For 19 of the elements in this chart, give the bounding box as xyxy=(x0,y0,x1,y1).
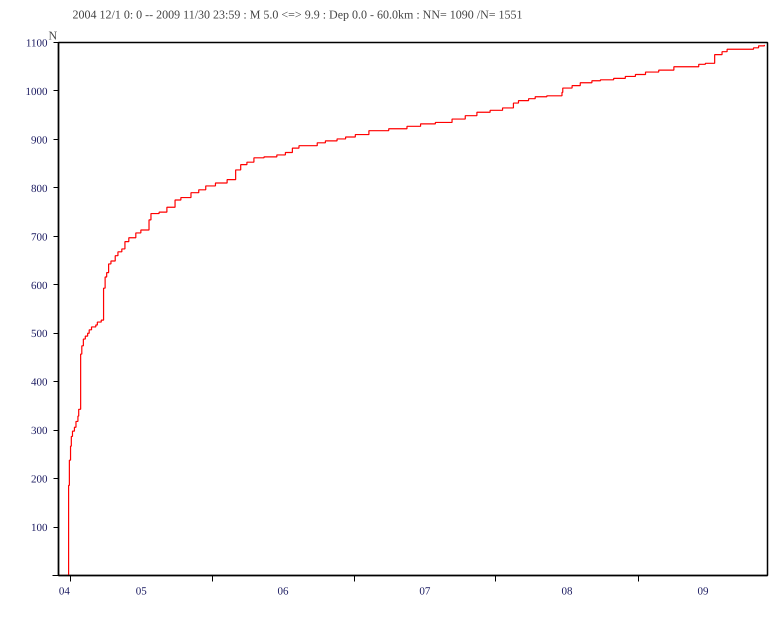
y-axis-title: N xyxy=(48,28,58,42)
y-tick-label: 200 xyxy=(31,474,48,486)
y-tick-label: 700 xyxy=(31,231,48,244)
x-tick-label: 06 xyxy=(278,586,290,598)
x-tick-label: 05 xyxy=(136,586,148,598)
chart-title: 2004 12/1 0: 0 -- 2009 11/30 23:59 : M 5.0 <=> 9.9 : Dep 0.0 - 60.0km : NN= 1090 /N= 1551 xyxy=(72,8,523,22)
y-tick-label: 400 xyxy=(31,376,48,389)
y-tick-label: 100 xyxy=(31,522,48,534)
x-tick-label: 08 xyxy=(562,586,574,598)
y-tick-label: 1100 xyxy=(26,38,48,50)
y-tick-label: 300 xyxy=(31,425,48,438)
x-tick-label: 09 xyxy=(698,586,710,598)
y-tick-label: 1000 xyxy=(26,86,48,98)
x-tick-label: 04 xyxy=(58,586,70,598)
y-tick-label: 800 xyxy=(31,182,48,195)
y-tick-label: 900 xyxy=(31,134,48,146)
y-tick-label: 500 xyxy=(31,328,48,340)
y-tick-label: 600 xyxy=(31,280,48,292)
x-tick-label: 07 xyxy=(419,586,431,598)
